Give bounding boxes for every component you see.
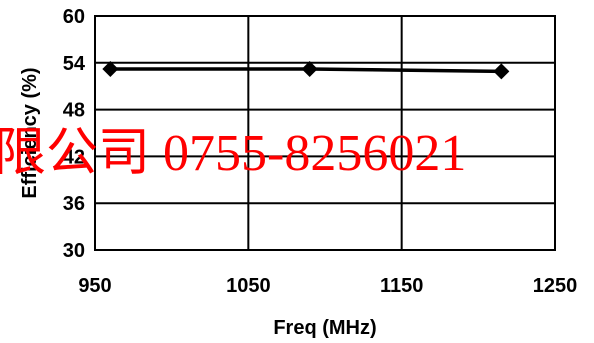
series-layer: [102, 61, 510, 80]
data-point-1090: [301, 61, 318, 78]
y-tick-label: 60: [63, 6, 85, 28]
y-tick-labels: 30 36 42 48 54 60: [63, 6, 86, 262]
x-tick-label: 950: [78, 275, 111, 297]
plot-area-frame: [94, 15, 556, 251]
watermark-text: 限公司 0755-8256021: [0, 125, 466, 182]
series-0: [102, 61, 510, 80]
x-tick-label: 1050: [226, 275, 271, 297]
x-tick-label: 1150: [380, 275, 423, 297]
y-tick-label: 36: [63, 193, 85, 215]
x-tick-labels: 950 1050 1150 1250: [78, 275, 577, 297]
y-tick-label: 42: [63, 146, 85, 168]
x-tick-label: 1250: [533, 275, 578, 297]
y-tick-label: 30: [63, 240, 85, 262]
data-point-1215: [493, 63, 510, 80]
y-tick-label: 54: [63, 53, 86, 75]
y-tick-label: 48: [63, 100, 85, 122]
data-point-960: [102, 61, 119, 78]
y-axis-title: Efficiency (%): [19, 67, 41, 198]
x-axis-title: Freq (MHz): [273, 317, 376, 339]
